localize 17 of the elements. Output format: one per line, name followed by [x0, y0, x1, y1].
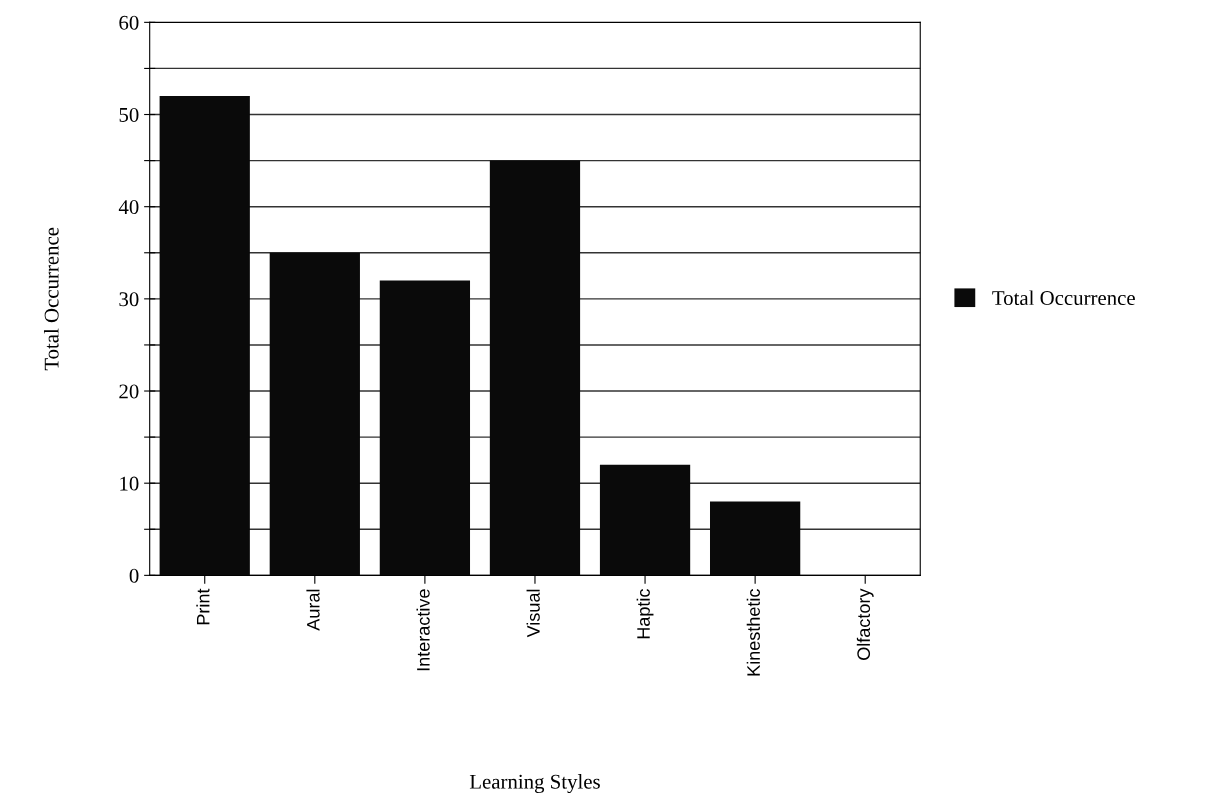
x-tick-label: Interactive: [416, 589, 430, 671]
y-axis-title: Total Occurrence: [44, 227, 59, 371]
y-tick-label: 40: [118, 200, 139, 215]
y-tick-label: 60: [119, 15, 139, 30]
x-tick-label: Haptic: [636, 589, 654, 639]
x-tick-label: Aural: [306, 589, 320, 631]
x-tick-label: Visual: [526, 589, 540, 638]
legend-label: Total Occurrence: [992, 290, 1135, 306]
x-axis-title: Learning Styles: [469, 774, 600, 794]
x-tick-label: Olfactory: [856, 588, 874, 660]
y-tick-label: 20: [119, 384, 139, 399]
y-tick-label: 50: [119, 107, 139, 122]
y-tick-label: 0: [129, 568, 139, 583]
x-tick-label: Kinesthetic: [746, 589, 760, 676]
x-tick-label: Print: [196, 588, 210, 625]
y-tick-label: 30: [119, 292, 139, 307]
y-tick-label: 10: [120, 476, 139, 491]
